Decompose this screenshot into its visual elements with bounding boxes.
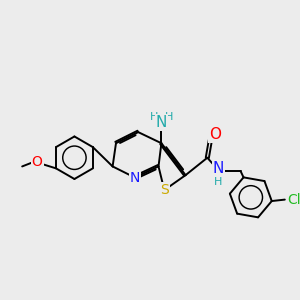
Text: O: O xyxy=(209,127,221,142)
Text: O: O xyxy=(32,155,43,169)
Text: H: H xyxy=(164,112,173,122)
Text: Cl: Cl xyxy=(287,193,300,207)
Text: N: N xyxy=(130,170,140,184)
Text: N: N xyxy=(213,161,224,176)
Text: S: S xyxy=(160,183,169,197)
Text: N: N xyxy=(156,115,167,130)
Text: H: H xyxy=(214,177,223,188)
Text: H: H xyxy=(150,112,158,122)
